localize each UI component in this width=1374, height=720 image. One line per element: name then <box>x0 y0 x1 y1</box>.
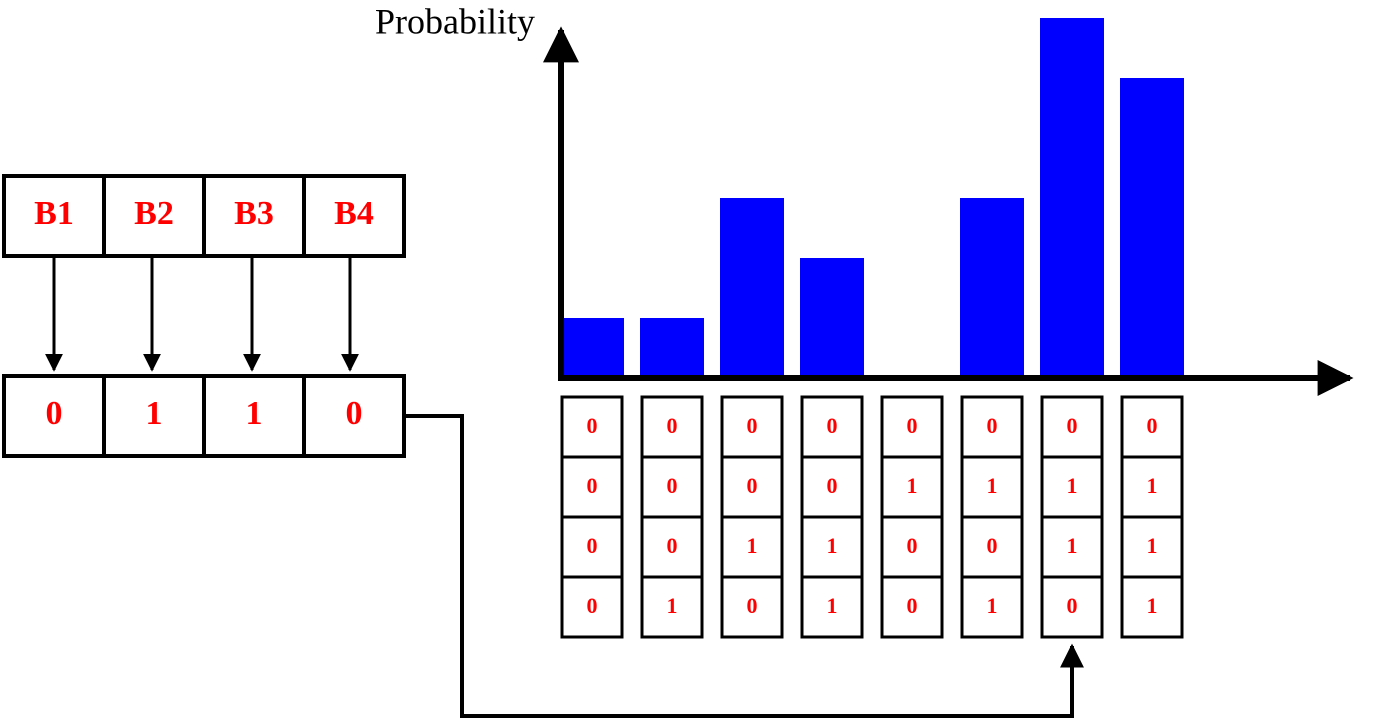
cell-bit: 0 <box>827 473 838 498</box>
header-cell <box>202 174 306 258</box>
table-cell <box>720 395 784 459</box>
cell-bit: 1 <box>1147 473 1158 498</box>
cell-bit: 0 <box>587 593 598 618</box>
table-cell <box>800 515 864 579</box>
bit-label: 0 <box>46 395 63 432</box>
cell-bit: 0 <box>667 473 678 498</box>
bit-label: 1 <box>246 395 263 432</box>
header-label: B3 <box>234 195 274 232</box>
bar <box>800 258 864 378</box>
bit-label: 1 <box>146 395 163 432</box>
header-label: B1 <box>34 195 74 232</box>
bar <box>960 198 1024 378</box>
header-cell <box>102 174 206 258</box>
cell-bit: 1 <box>827 593 838 618</box>
table-cell <box>800 575 864 639</box>
cell-bit: 1 <box>987 473 998 498</box>
cell-bit: 0 <box>987 413 998 438</box>
header-cell <box>302 174 406 258</box>
header-label: B2 <box>134 195 174 232</box>
cell-bit: 0 <box>587 413 598 438</box>
axis-label: Probability <box>375 1 535 41</box>
cell-bit: 0 <box>987 533 998 558</box>
table-cell <box>960 515 1024 579</box>
cell-bit: 0 <box>587 473 598 498</box>
table-cell <box>560 515 624 579</box>
bar <box>1120 78 1184 378</box>
cell-bit: 1 <box>1147 593 1158 618</box>
bar <box>560 318 624 378</box>
table-cell <box>640 575 704 639</box>
cell-bit: 0 <box>1067 593 1078 618</box>
bit-cell <box>102 374 206 458</box>
bar <box>1040 18 1104 378</box>
header-label: B4 <box>334 195 374 232</box>
table-cell <box>560 455 624 519</box>
cell-bit: 0 <box>667 533 678 558</box>
cell-bit: 0 <box>1147 413 1158 438</box>
connector <box>404 414 1084 718</box>
table-cell <box>1040 575 1104 639</box>
table-cell <box>560 395 624 459</box>
cell-bit: 0 <box>747 413 758 438</box>
cell-bit: 0 <box>747 593 758 618</box>
cell-bit: 1 <box>907 473 918 498</box>
table-cell <box>800 455 864 519</box>
arrows <box>45 256 359 372</box>
table-cell <box>560 575 624 639</box>
cell-bit: 0 <box>747 473 758 498</box>
bar <box>720 198 784 378</box>
cell-bit: 1 <box>987 593 998 618</box>
cell-bit: 1 <box>747 533 758 558</box>
table-cell <box>1040 455 1104 519</box>
cell-bit: 0 <box>907 593 918 618</box>
bit-label: 0 <box>346 395 363 432</box>
cell-bit: 0 <box>1067 413 1078 438</box>
cell-bit: 0 <box>827 413 838 438</box>
table-cell <box>960 575 1024 639</box>
cell-bit: 1 <box>667 593 678 618</box>
table-cell <box>1120 395 1184 459</box>
cell-bit: 0 <box>907 533 918 558</box>
cell-bit: 0 <box>907 413 918 438</box>
cell-bit: 1 <box>1067 473 1078 498</box>
cell-bit: 1 <box>1067 533 1078 558</box>
table-cell <box>1040 395 1104 459</box>
table-cell <box>880 455 944 519</box>
cell-bit: 1 <box>1147 533 1158 558</box>
table-cell <box>880 515 944 579</box>
cell-bit: 0 <box>587 533 598 558</box>
cell-bit: 1 <box>827 533 838 558</box>
table-cell <box>880 575 944 639</box>
table-cell <box>1120 575 1184 639</box>
bar <box>640 318 704 378</box>
table-cell <box>720 515 784 579</box>
table-cell <box>1040 515 1104 579</box>
table-cell <box>720 575 784 639</box>
cell-bit: 0 <box>667 413 678 438</box>
table-cell <box>640 455 704 519</box>
header-cell <box>2 174 106 258</box>
